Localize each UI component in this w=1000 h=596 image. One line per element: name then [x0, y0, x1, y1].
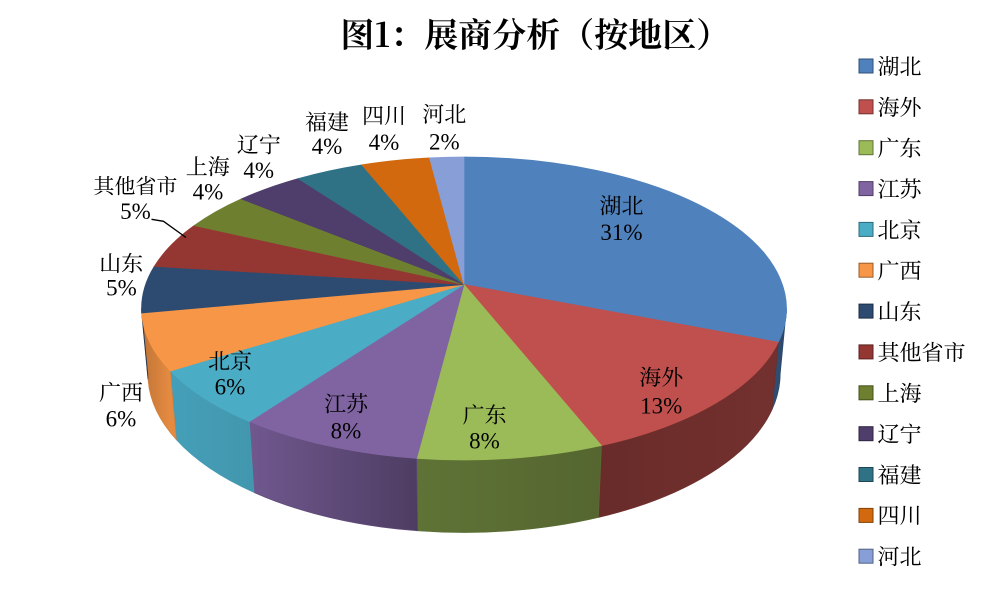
svg-text:4%: 4%	[193, 180, 224, 205]
svg-text:6%: 6%	[106, 406, 137, 431]
svg-text:6%: 6%	[215, 375, 246, 400]
svg-text:4%: 4%	[369, 130, 400, 155]
svg-text:8%: 8%	[469, 428, 500, 453]
svg-text:8%: 8%	[331, 418, 362, 443]
svg-text:4%: 4%	[243, 158, 274, 183]
svg-text:5%: 5%	[106, 276, 137, 301]
svg-text:4%: 4%	[312, 134, 343, 159]
svg-text:31%: 31%	[600, 220, 642, 245]
svg-text:13%: 13%	[640, 393, 682, 418]
svg-text:2%: 2%	[429, 129, 460, 154]
svg-text:5%: 5%	[120, 199, 151, 224]
